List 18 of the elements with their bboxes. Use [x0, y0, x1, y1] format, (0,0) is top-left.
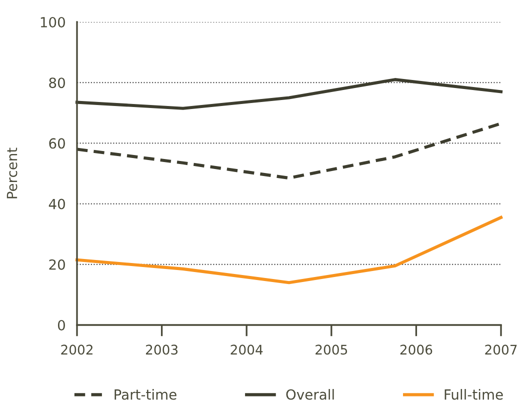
y-tick-label: 100 — [40, 16, 65, 28]
legend-label: Overall — [286, 389, 334, 400]
x-tick-label: 2006 — [400, 344, 432, 355]
x-tick-label: 2003 — [146, 344, 178, 355]
y-tick-label: 60 — [49, 138, 65, 149]
line-series — [75, 216, 503, 284]
legend-label: Full-time — [444, 389, 503, 400]
y-tick-label: 0 — [58, 320, 65, 330]
x-tick-label: 2005 — [316, 344, 348, 355]
y-tick-label: 40 — [48, 198, 65, 210]
x-tick-label: 2004 — [230, 344, 263, 355]
legend-label: Part-time — [114, 389, 176, 400]
x-tick-label: 2002 — [61, 344, 92, 355]
y-tick-label: 20 — [49, 259, 65, 270]
y-axis-title: Percent — [6, 148, 18, 198]
line-series — [75, 78, 503, 110]
y-tick-label: 80 — [49, 78, 65, 88]
x-tick-label: 2007 — [485, 344, 517, 355]
